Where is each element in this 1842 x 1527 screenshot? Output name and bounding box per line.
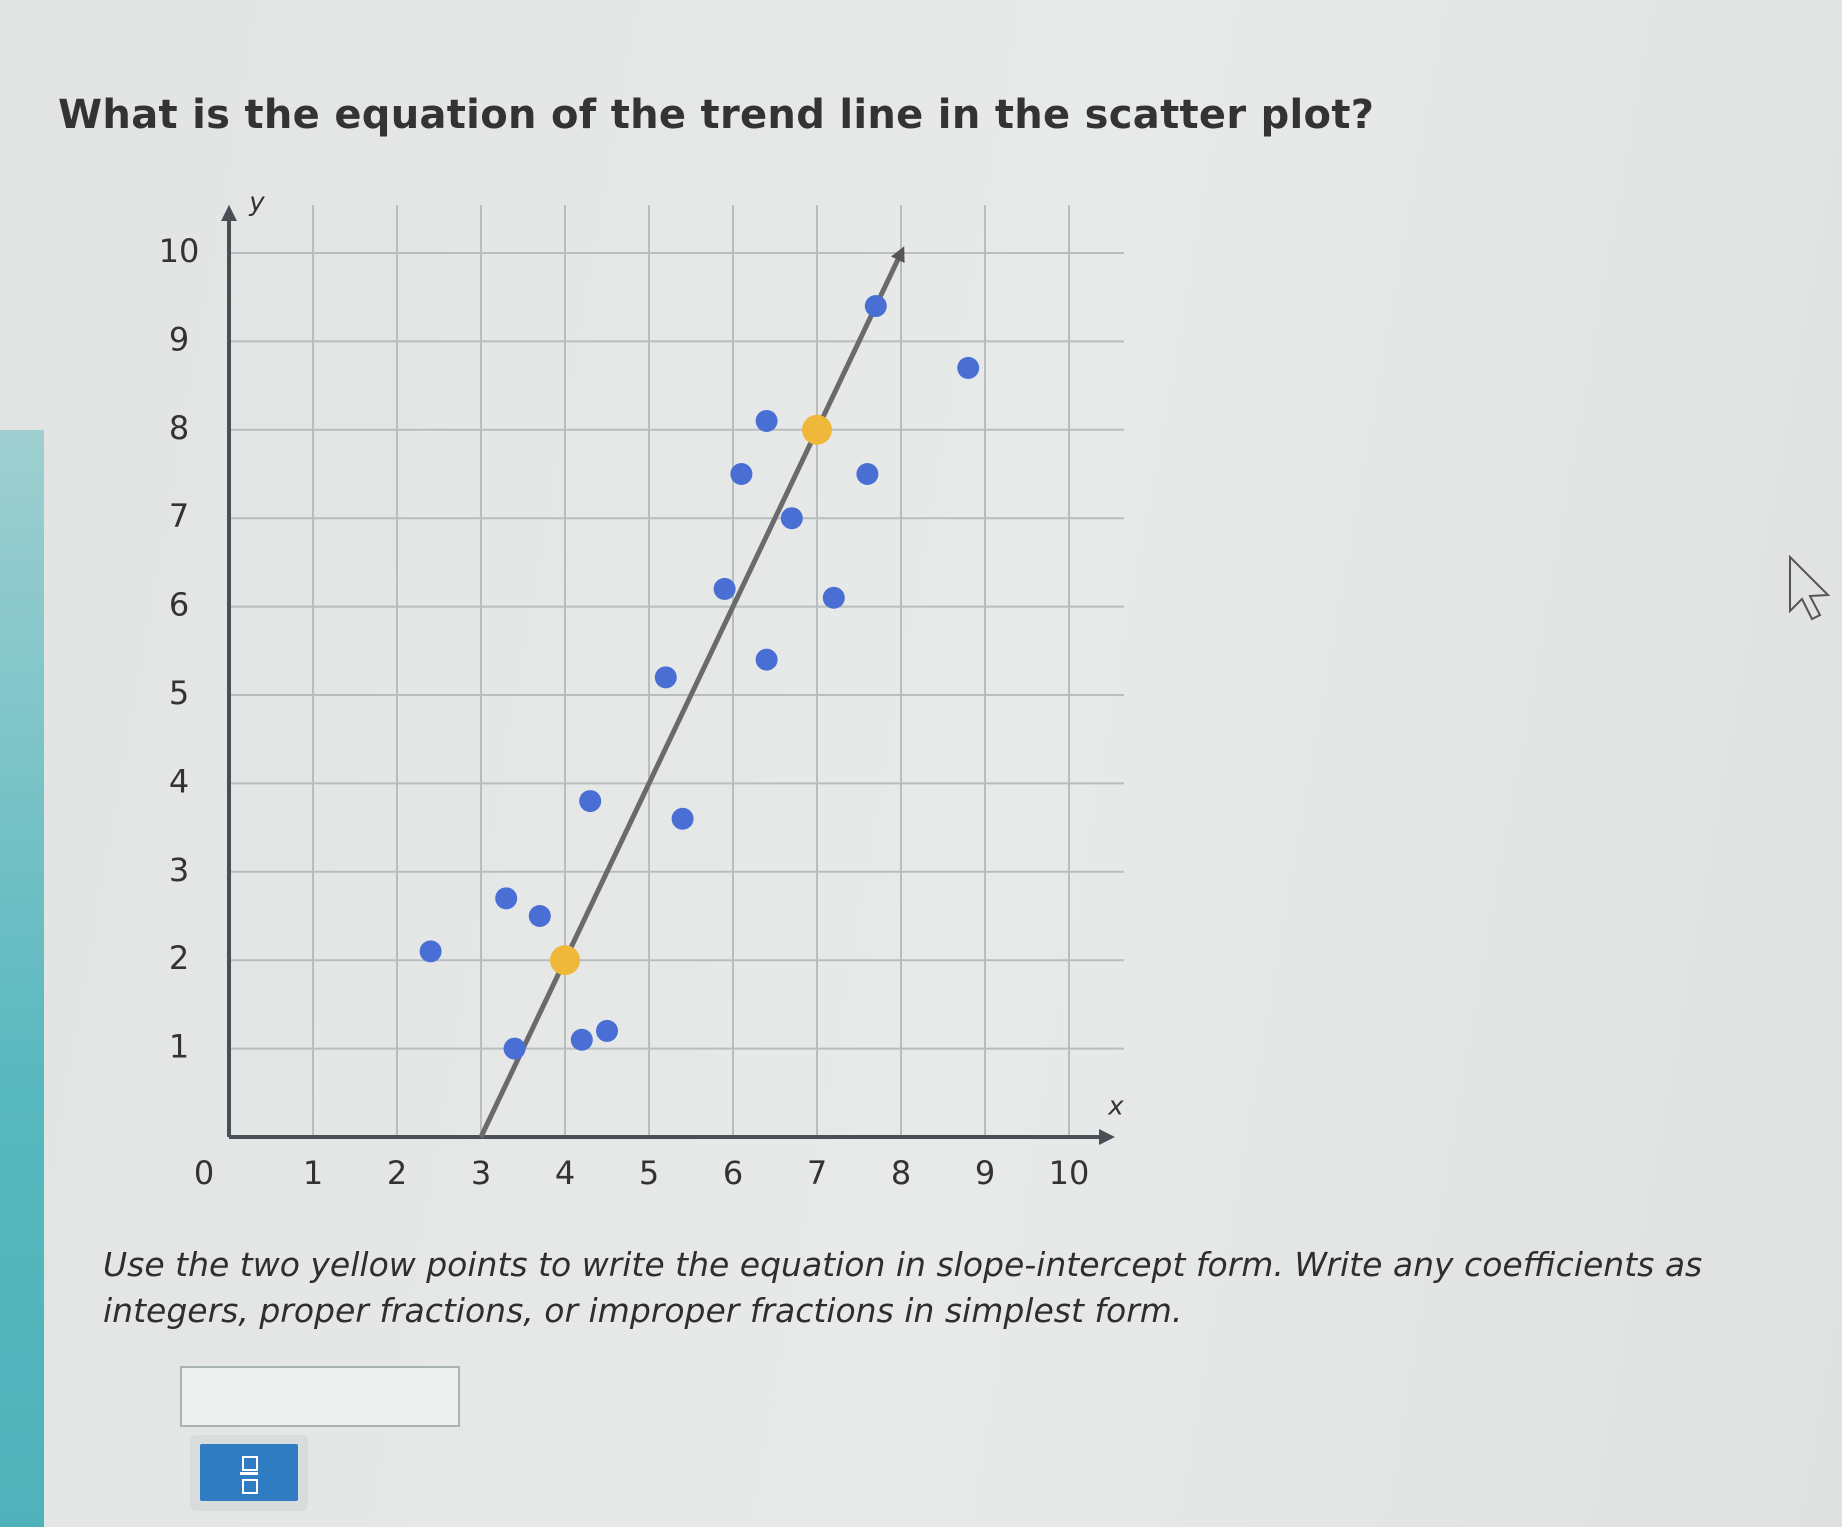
x-tick-label: 6 (723, 1154, 743, 1192)
x-tick-label: 8 (891, 1154, 911, 1192)
point (495, 887, 518, 910)
point (730, 463, 753, 485)
mouse-cursor (1789, 554, 1831, 621)
answer-input[interactable] (180, 1366, 460, 1427)
point (570, 1028, 593, 1051)
point (654, 666, 677, 689)
x-tick-label: 7 (807, 1154, 827, 1192)
fraction-icon (200, 1444, 298, 1501)
y-axis-label: y (248, 188, 265, 218)
x-tick-label: 0 (194, 1154, 214, 1192)
point (596, 1019, 618, 1042)
point (419, 940, 442, 963)
x-tick-label: 9 (975, 1154, 995, 1192)
x-tick-label: 1 (303, 1154, 323, 1192)
instructions: Use the two yellow points to write the e… (103, 1245, 1703, 1330)
point (503, 1037, 526, 1060)
x-tick-label: 3 (471, 1154, 491, 1192)
point (528, 905, 551, 927)
x-axis-label: x (1107, 1092, 1124, 1122)
y-tick-label: 2 (169, 939, 189, 977)
point (550, 945, 580, 976)
point (822, 586, 845, 609)
fraction-button[interactable] (190, 1435, 308, 1511)
y-tick-label: 3 (169, 851, 189, 889)
point (802, 414, 832, 445)
point (864, 295, 887, 318)
y-tick-label: 7 (169, 497, 189, 535)
point (713, 577, 736, 600)
x-tick-label: 5 (639, 1154, 659, 1192)
y-tick-label: 5 (169, 674, 189, 712)
y-tick-label: 4 (169, 762, 189, 800)
point (856, 463, 879, 485)
y-tick-label: 6 (169, 586, 189, 624)
point (671, 807, 694, 830)
point (755, 409, 778, 432)
question: What is the equation of the trend line i… (58, 92, 1375, 138)
point (780, 507, 803, 530)
y-tick-label: 8 (169, 409, 189, 447)
y-tick-label: 1 (169, 1028, 189, 1066)
y-tick-label: 10 (159, 232, 200, 270)
point (579, 790, 602, 813)
y-tick-label: 9 (169, 320, 189, 358)
trend-line (478, 246, 905, 1139)
screen-edge (0, 430, 44, 1527)
x-tick-label: 4 (555, 1154, 575, 1192)
point (957, 356, 980, 379)
point (755, 648, 778, 671)
x-tick-label: 10 (1049, 1154, 1090, 1192)
x-tick-label: 2 (387, 1154, 407, 1192)
